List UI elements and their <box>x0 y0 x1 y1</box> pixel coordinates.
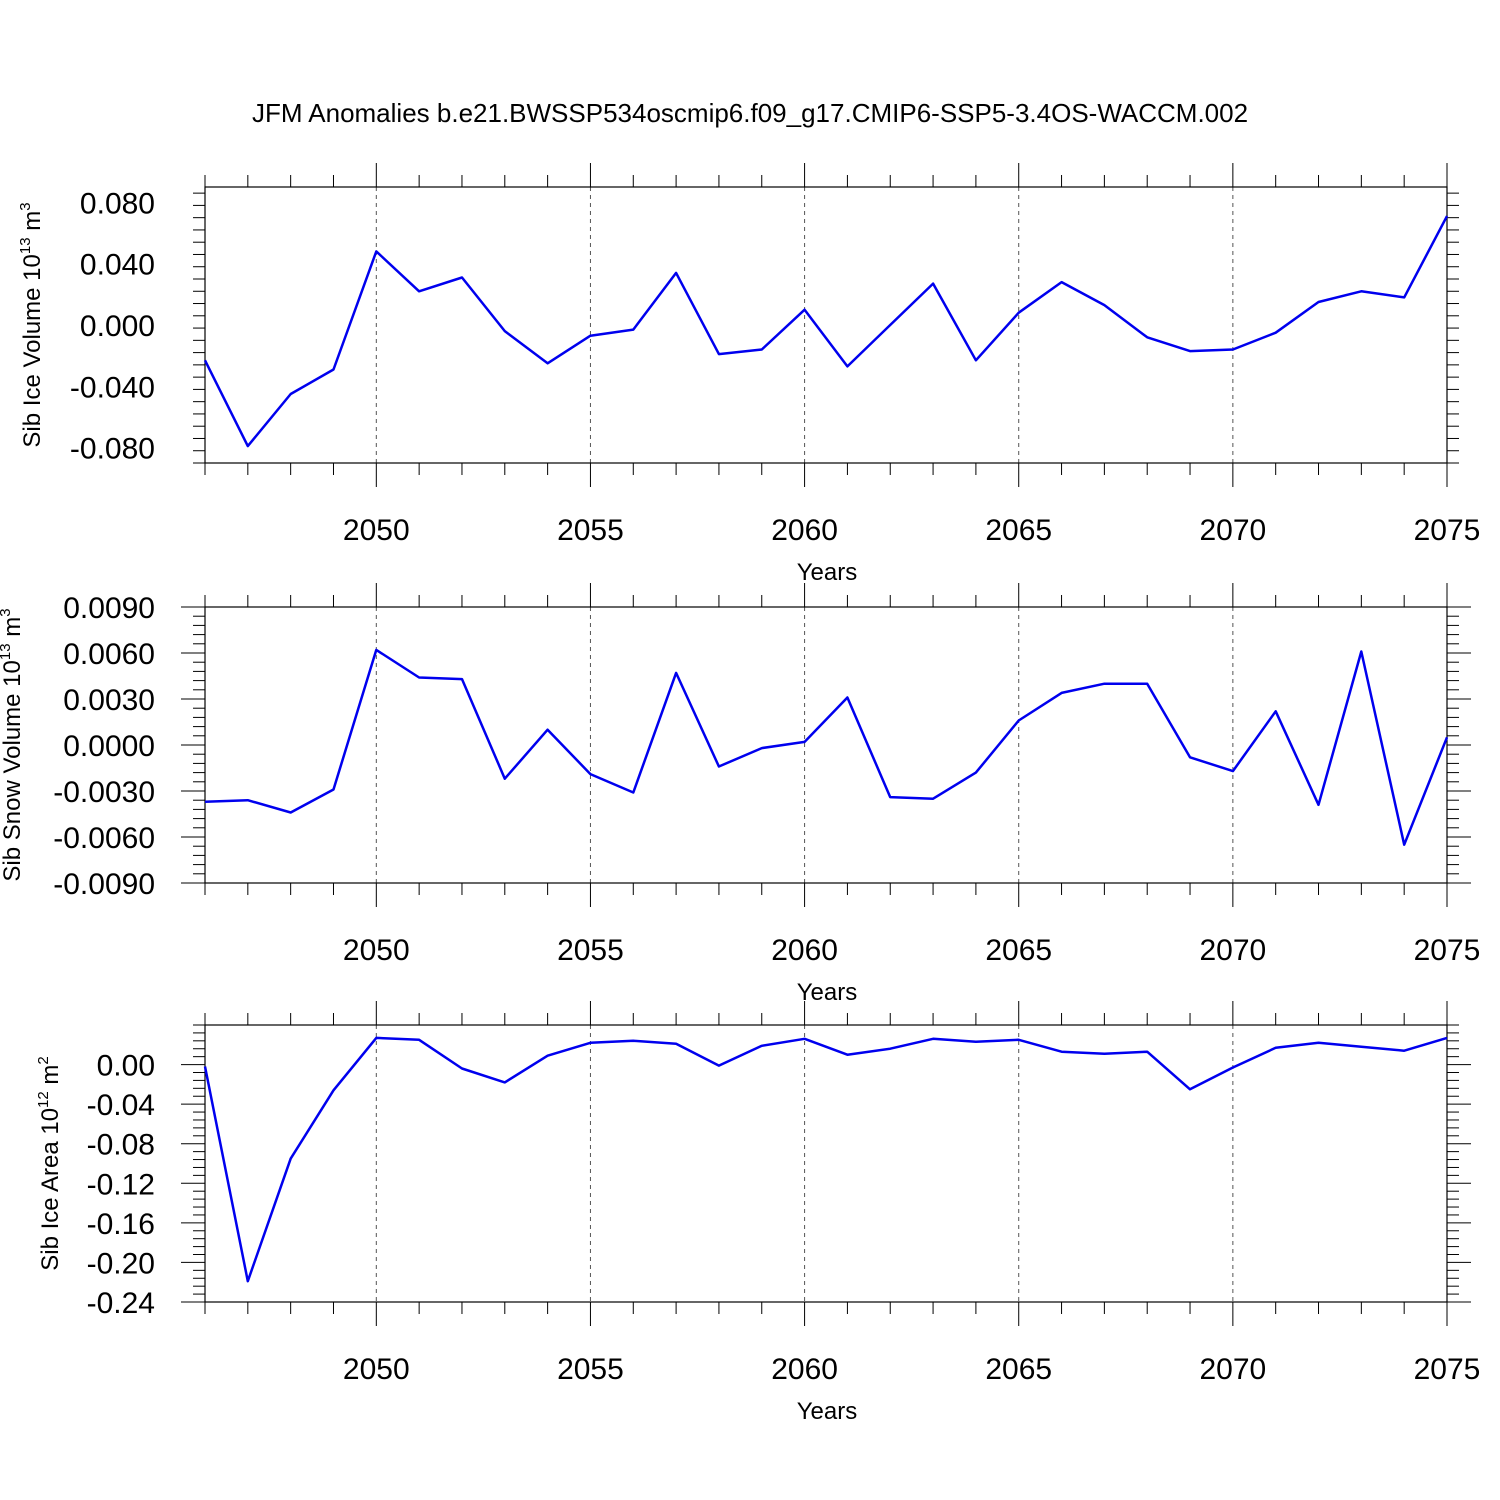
snow-volume-xlabel: Years <box>797 979 858 1006</box>
snow-volume-xtick-label: 2075 <box>1414 934 1481 967</box>
snow-volume-xtick-label: 2060 <box>771 934 838 967</box>
ice-area-ytick-label: -0.12 <box>87 1168 155 1201</box>
ice-volume-xtick-label: 2065 <box>985 514 1052 547</box>
ice-volume-xtick-label: 2075 <box>1414 514 1481 547</box>
ice-volume-ylabel-unit-exp: 3 <box>17 202 34 210</box>
ice-volume-panel: -0.080 -0.040 0.000 0.040 0.080 2050 2055 2060 2… <box>17 163 1480 586</box>
ice-volume-xtick-label: 2070 <box>1199 514 1266 547</box>
snow-volume-ylabel-exp: 13 <box>0 643 14 660</box>
ice-volume-ytick-label: -0.080 <box>70 433 155 466</box>
ice-area-xtick-label: 2060 <box>771 1353 838 1386</box>
ice-volume-series-line <box>203 215 1449 448</box>
ice-area-ytick-label: -0.04 <box>87 1089 155 1122</box>
ice-volume-xtick-label: 2060 <box>771 514 838 547</box>
ice-area-xlabel: Years <box>797 1398 858 1425</box>
ice-volume-xtick-label: 2050 <box>343 514 410 547</box>
ice-volume-ytick-label: -0.040 <box>70 371 155 404</box>
snow-volume-ytick-label: -0.0090 <box>53 868 155 901</box>
ice-area-xtick-label: 2055 <box>557 1353 624 1386</box>
ice-volume-ylabel-unit: m <box>19 211 46 238</box>
snow-volume-ylabel-unit-exp: 3 <box>0 608 14 616</box>
snow-volume-xtick-label: 2065 <box>985 934 1052 967</box>
ice-volume-xtick-label: 2055 <box>557 514 624 547</box>
ice-area-frame <box>204 1024 1448 1303</box>
snow-volume-frame <box>204 606 1448 884</box>
ice-volume-ylabel: Sib Ice Volume 1013 m3 <box>17 202 46 447</box>
ice-volume-ytick-label: 0.000 <box>80 310 155 343</box>
ice-volume-ylabel-main: Sib Ice Volume 10 <box>19 254 46 447</box>
ice-area-panel: -0.24 -0.20 -0.16 -0.12 -0.08 -0.04 0.00 2050 20… <box>35 1001 1480 1425</box>
ice-volume-frame <box>204 186 1448 464</box>
ice-area-ylabel-main: Sib Ice Area 10 <box>37 1108 64 1271</box>
ice-area-xtick-label: 2075 <box>1414 1353 1481 1386</box>
snow-volume-ylabel: Sib Snow Volume 1013 m3 <box>0 608 26 881</box>
snow-volume-ytick-label: -0.0030 <box>53 776 155 809</box>
snow-volume-ytick-label: 0.0000 <box>63 730 155 763</box>
snow-volume-panel: -0.0090 -0.0060 -0.0030 0.0000 0.0030 0.0060 0… <box>0 583 1480 1006</box>
ice-volume-xlabel: Years <box>797 559 858 586</box>
snow-volume-xtick-label: 2055 <box>557 934 624 967</box>
ice-volume-ylabel-exp: 13 <box>17 237 34 254</box>
snow-volume-xtick-label: 2070 <box>1199 934 1266 967</box>
snow-volume-ytick-label: 0.0090 <box>63 592 155 625</box>
ice-area-ytick-label: -0.16 <box>87 1208 155 1241</box>
ice-area-ytick-label: -0.24 <box>87 1287 155 1320</box>
chart-title: JFM Anomalies b.e21.BWSSP534oscmip6.f09_… <box>251 98 1249 128</box>
ice-area-xtick-label: 2070 <box>1199 1353 1266 1386</box>
ice-area-ytick-label: -0.08 <box>87 1129 155 1162</box>
snow-volume-ylabel-main: Sib Snow Volume 10 <box>0 660 26 881</box>
snow-volume-series-line <box>204 648 1449 846</box>
snow-volume-ytick-label: 0.0060 <box>63 638 155 671</box>
snow-volume-ytick-label: 0.0030 <box>63 684 155 717</box>
snow-volume-ytick-label: -0.0060 <box>53 822 155 855</box>
ice-area-series-line <box>203 1036 1448 1283</box>
snow-volume-ylabel-unit: m <box>0 617 26 644</box>
ice-area-ylabel-exp: 12 <box>35 1091 52 1108</box>
ice-area-ylabel-unit-exp: 2 <box>35 1056 52 1064</box>
ice-volume-ytick-label: 0.040 <box>80 249 155 282</box>
ice-volume-ytick-label: 0.080 <box>80 187 155 220</box>
ice-area-ytick-label: 0.00 <box>97 1050 155 1083</box>
ice-area-xtick-label: 2065 <box>985 1353 1052 1386</box>
snow-volume-xtick-label: 2050 <box>343 934 410 967</box>
ice-area-ylabel: Sib Ice Area 1012 m2 <box>35 1056 64 1270</box>
ice-area-ylabel-unit: m <box>37 1065 64 1092</box>
ice-area-ytick-label: -0.20 <box>87 1247 155 1280</box>
ice-area-xtick-label: 2050 <box>343 1353 410 1386</box>
